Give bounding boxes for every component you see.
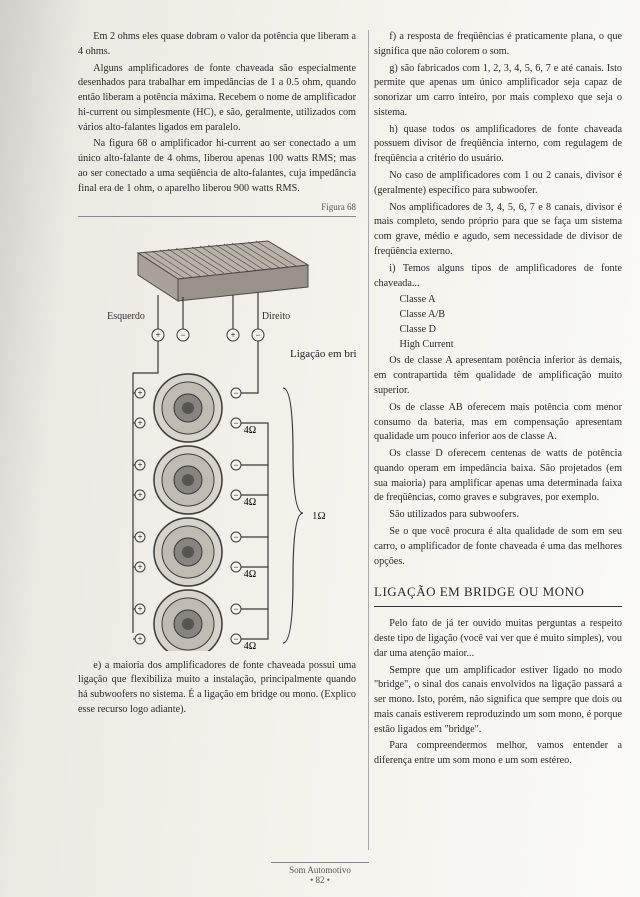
svg-text:+: + <box>137 634 142 644</box>
two-column-layout: Em 2 ohms eles quase dobram o valor da p… <box>78 30 640 850</box>
svg-text:−: − <box>255 330 260 340</box>
figure-68: Esquerdo Direito + − + − <box>78 223 356 651</box>
paragraph: São utilizados para subwoofers. <box>374 508 622 523</box>
svg-text:+: + <box>137 532 142 542</box>
right-column: f) a resposta de freqüências é praticame… <box>374 30 622 850</box>
list-item: Classe A/B <box>400 308 623 323</box>
column-separator <box>368 30 369 850</box>
list-item: Classe A <box>400 293 623 308</box>
svg-text:4Ω: 4Ω <box>244 497 256 508</box>
paragraph: Os de classe A apresentam potência infer… <box>374 354 622 398</box>
svg-text:+: + <box>137 490 142 500</box>
document-page: Em 2 ohms eles quase dobram o valor da p… <box>0 0 640 897</box>
svg-text:−: − <box>233 634 238 644</box>
svg-text:+: + <box>137 418 142 428</box>
paragraph: Para compreendermos melhor, vamos entend… <box>374 739 622 769</box>
list-item: Classe D <box>400 323 623 338</box>
label-right-channel: Direito <box>262 311 290 322</box>
paragraph: g) são fabricados com 1, 2, 3, 4, 5, 6, … <box>374 62 622 121</box>
svg-text:−: − <box>233 532 238 542</box>
page-footer: Som Automotivo • 82 • <box>0 862 640 885</box>
paragraph: Os classe D oferecem centenas de watts d… <box>374 447 622 506</box>
speaker-stack <box>154 374 222 651</box>
svg-text:+: + <box>230 330 235 340</box>
bridge-label: Ligação em bridge <box>290 348 356 360</box>
amp-terminals <box>158 293 258 331</box>
bridge-wiring-diagram: Esquerdo Direito + − + − <box>78 223 356 651</box>
paragraph: h) quase todos os amplificadores de font… <box>374 123 622 167</box>
svg-text:−: − <box>180 330 185 340</box>
footer-title: Som Automotivo <box>289 865 351 875</box>
svg-text:−: − <box>233 562 238 572</box>
svg-text:+: + <box>137 604 142 614</box>
svg-text:4Ω: 4Ω <box>244 641 256 651</box>
left-column: Em 2 ohms eles quase dobram o valor da p… <box>78 30 356 850</box>
paragraph: Nos amplificadores de 3, 4, 5, 6, 7 e 8 … <box>374 201 622 260</box>
paragraph: Se o que você procura é alta qualidade d… <box>374 525 622 569</box>
total-impedance-label: 1Ω <box>312 510 326 522</box>
paragraph: No caso de amplificadores com 1 ou 2 can… <box>374 169 622 199</box>
page-number: • 82 • <box>310 875 330 885</box>
svg-text:−: − <box>233 418 238 428</box>
paragraph: f) a resposta de freqüências é praticame… <box>374 30 622 60</box>
svg-text:4Ω: 4Ω <box>244 425 256 436</box>
paragraph: Pelo fato de já ter ouvido muitas pergun… <box>374 617 622 661</box>
paragraph: i) Temos alguns tipos de amplificadores … <box>374 262 622 292</box>
paragraph: Alguns amplificadores de fonte chaveada … <box>78 62 356 136</box>
class-list: Classe A Classe A/B Classe D High Curren… <box>374 293 622 352</box>
svg-text:−: − <box>233 604 238 614</box>
amplifier-icon <box>138 241 308 301</box>
svg-text:−: − <box>233 388 238 398</box>
paragraph: Em 2 ohms eles quase dobram o valor da p… <box>78 30 356 60</box>
label-left-channel: Esquerdo <box>107 311 145 322</box>
svg-text:+: + <box>137 562 142 572</box>
svg-text:+: + <box>137 460 142 470</box>
figure-label: Figura 68 <box>78 201 356 217</box>
paragraph: Na figura 68 o amplificador hi-current a… <box>78 137 356 196</box>
svg-text:+: + <box>137 388 142 398</box>
svg-text:4Ω: 4Ω <box>244 569 256 580</box>
paragraph: Os de classe AB oferecem mais potência c… <box>374 401 622 445</box>
paragraph: Sempre que um amplificador estiver ligad… <box>374 664 622 738</box>
polarity-markers: + − + − <box>152 329 264 341</box>
svg-text:−: − <box>233 460 238 470</box>
svg-text:−: − <box>233 490 238 500</box>
svg-text:+: + <box>155 330 160 340</box>
section-heading: LIGAÇÃO EM BRIDGE OU MONO <box>374 583 622 607</box>
brace-icon <box>283 388 303 643</box>
list-item: High Current <box>400 338 623 353</box>
paragraph: e) a maioria dos amplificadores de fonte… <box>78 659 356 718</box>
